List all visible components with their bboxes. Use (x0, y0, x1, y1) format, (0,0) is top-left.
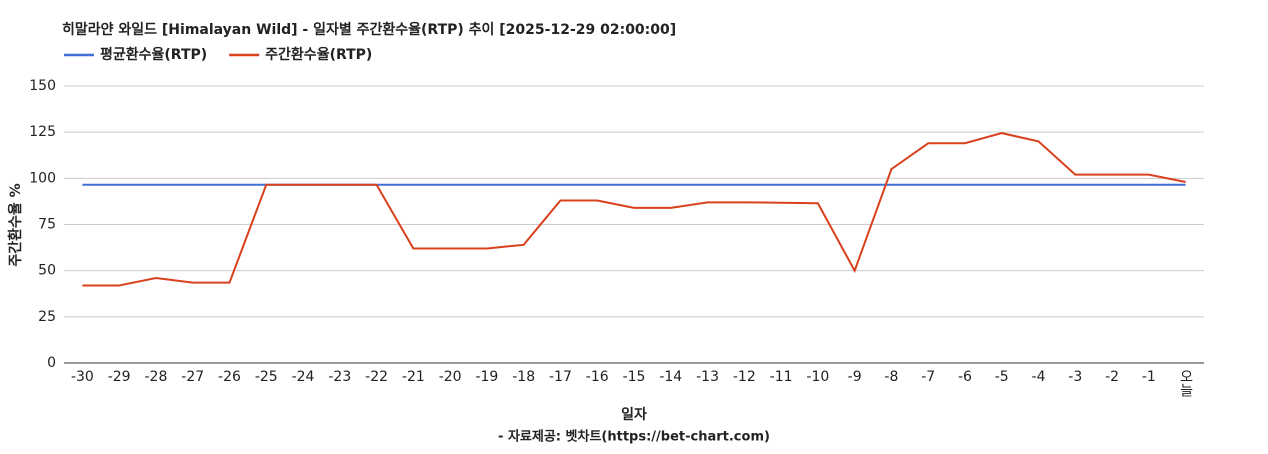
legend-label: 평균환수율(RTP) (100, 46, 207, 63)
x-tick-label: -16 (586, 369, 609, 385)
x-tick-label: -3 (1068, 369, 1082, 385)
x-tick-label: -17 (549, 369, 572, 385)
x-tick-label: 오늘 (1178, 369, 1194, 397)
footer: - 자료제공: 벳차트(https://bet-chart.com) (498, 429, 770, 445)
x-tick-label: -14 (659, 369, 682, 385)
x-tick-label: -9 (848, 369, 862, 385)
series-line (82, 132, 1186, 287)
x-tick-label: -5 (995, 369, 1009, 385)
x-tick-label: -18 (512, 369, 535, 385)
x-tick-label: -30 (71, 369, 94, 385)
x-tick-label: -6 (958, 369, 972, 385)
x-tick-label: -28 (144, 369, 167, 385)
x-tick-label: -11 (770, 369, 793, 385)
x-tick-label: -19 (475, 369, 498, 385)
x-tick-label: -22 (365, 369, 388, 385)
x-tick-label: -15 (623, 369, 646, 385)
x-tick-label: -29 (108, 369, 131, 385)
legend-label: 주간환수율(RTP) (265, 46, 372, 63)
y-tick-label: 50 (38, 263, 56, 279)
y-tick-label: 100 (29, 170, 56, 186)
y-tick-label: 125 (29, 124, 56, 140)
y-tick-label: 75 (38, 217, 56, 233)
x-tick-label: -4 (1032, 369, 1046, 385)
x-axis-label: 일자 (621, 407, 647, 423)
y-axis-label: 주간환수율 % (7, 183, 24, 266)
x-tick-label: -13 (696, 369, 719, 385)
x-tick-label: -1 (1142, 369, 1156, 385)
x-tick-label: -23 (328, 369, 351, 385)
x-tick-label: -20 (439, 369, 462, 385)
y-tick-label: 150 (29, 78, 56, 94)
x-tick-label: -24 (292, 369, 315, 385)
x-tick-label: -7 (921, 369, 935, 385)
x-tick-label: -12 (733, 369, 756, 385)
x-tick-label: -10 (806, 369, 829, 385)
y-tick-label: 0 (47, 355, 56, 371)
x-tick-label: -25 (255, 369, 278, 385)
x-tick-label: -21 (402, 369, 425, 385)
x-tick-label: -8 (884, 369, 898, 385)
x-tick-label: -26 (218, 369, 241, 385)
x-tick-label: -2 (1105, 369, 1119, 385)
x-tick-label: -27 (181, 369, 204, 385)
chart-title: 히말라얀 와일드 [Himalayan Wild] - 일자별 주간환수율(RT… (62, 21, 676, 38)
y-tick-label: 25 (38, 309, 56, 325)
